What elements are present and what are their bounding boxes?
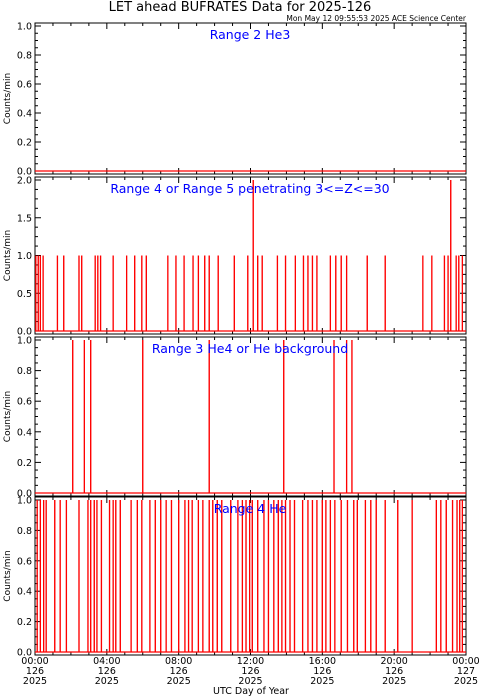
y-tick-label: 0.0	[17, 167, 32, 178]
y-tick-label: 1.5	[17, 213, 32, 224]
y-tick-label: 0.0	[17, 648, 32, 659]
y-tick-label: 0.2	[17, 617, 32, 628]
x-tick-time: 12:00	[237, 656, 264, 667]
y-tick-label: 1.0	[17, 22, 32, 33]
series-line	[35, 180, 466, 332]
x-tick-day: 126	[385, 666, 403, 677]
series-line	[35, 340, 466, 494]
y-tick-label: 1.0	[17, 496, 32, 507]
x-tick-time: 00:00	[21, 656, 48, 667]
x-tick-year: 2025	[95, 676, 119, 687]
x-tick-year: 2025	[238, 676, 262, 687]
x-tick-time: 16:00	[309, 656, 336, 667]
x-tick-year: 2025	[454, 676, 478, 687]
panel-title: Range 3 He4 or He background	[152, 341, 348, 356]
x-tick-year: 2025	[167, 676, 191, 687]
y-tick-label: 0.2	[17, 458, 32, 469]
y-tick-label: 0.4	[17, 427, 32, 438]
y-tick-label: 0.4	[17, 587, 32, 598]
x-tick-day: 126	[313, 666, 331, 677]
x-tick-day: 126	[170, 666, 188, 677]
panel-title: Range 4 He	[214, 501, 287, 516]
y-tick-label: 0.2	[17, 138, 32, 149]
x-tick-year: 2025	[310, 676, 334, 687]
y-tick-label: 0.6	[17, 80, 32, 91]
x-axis-labels: 00:00126202504:00126202508:00126202512:0…	[21, 656, 479, 687]
x-axis-title: UTC Day of Year	[213, 686, 289, 697]
x-tick-day: 127	[457, 666, 475, 677]
panel-1: 0.0 0.2 0.4 0.6 0.8 1.0 Counts/min Range 2 He3	[3, 22, 467, 178]
panel-title: Range 4 or Range 5 penetrating 3<=Z<=30	[110, 181, 389, 196]
x-tick-day: 126	[241, 666, 259, 677]
y-axis-title: Counts/min	[3, 550, 13, 601]
generated-timestamp: Mon May 12 09:55:53 2025 ACE Science Cen…	[286, 14, 467, 23]
x-tick-time: 04:00	[93, 656, 120, 667]
x-tick-time: 08:00	[165, 656, 192, 667]
x-tick-day: 126	[26, 666, 44, 677]
x-tick-time: 00:00	[452, 656, 479, 667]
figure-title: LET ahead BUFRATES Data for 2025-126	[109, 0, 372, 15]
y-axis-title: Counts/min	[3, 73, 13, 124]
y-tick-label: 2.0	[17, 176, 32, 187]
panel-frame	[34, 496, 467, 656]
panel-frame	[34, 176, 467, 335]
panel-frame	[34, 22, 467, 175]
panel-3: 0.0 0.2 0.4 0.6 0.8 1.0 Counts/min Range 3 He4 …	[3, 336, 467, 500]
x-tick-day: 126	[98, 666, 116, 677]
y-tick-label: 1.0	[17, 336, 32, 347]
y-axis-title: Counts/min	[3, 230, 13, 281]
y-tick-label: 0.6	[17, 397, 32, 408]
y-tick-label: 0.8	[17, 526, 32, 537]
y-tick-label: 0.4	[17, 109, 32, 120]
y-tick-label: 0.8	[17, 51, 32, 62]
x-tick-year: 2025	[382, 676, 406, 687]
y-tick-label: 0.6	[17, 556, 32, 567]
y-tick-label: 1.0	[17, 251, 32, 262]
panel-4: 0.0 0.2 0.4 0.6 0.8 1.0 Counts/min Range 4 He	[3, 496, 467, 659]
series-line	[35, 500, 466, 653]
y-tick-label: 0.5	[17, 289, 32, 300]
panel-2: 0.0 0.5 1.0 1.5 2.0 Counts/min Range 4 or Rang…	[3, 176, 467, 338]
y-tick-label: 0.0	[17, 327, 32, 338]
y-tick-label: 0.8	[17, 366, 32, 377]
y-axis-title: Counts/min	[3, 391, 13, 442]
panel-title: Range 2 He3	[210, 27, 291, 42]
y-tick-label: 0.0	[17, 489, 32, 500]
panel-frame	[34, 336, 467, 497]
x-tick-year: 2025	[23, 676, 47, 687]
x-tick-time: 20:00	[380, 656, 407, 667]
